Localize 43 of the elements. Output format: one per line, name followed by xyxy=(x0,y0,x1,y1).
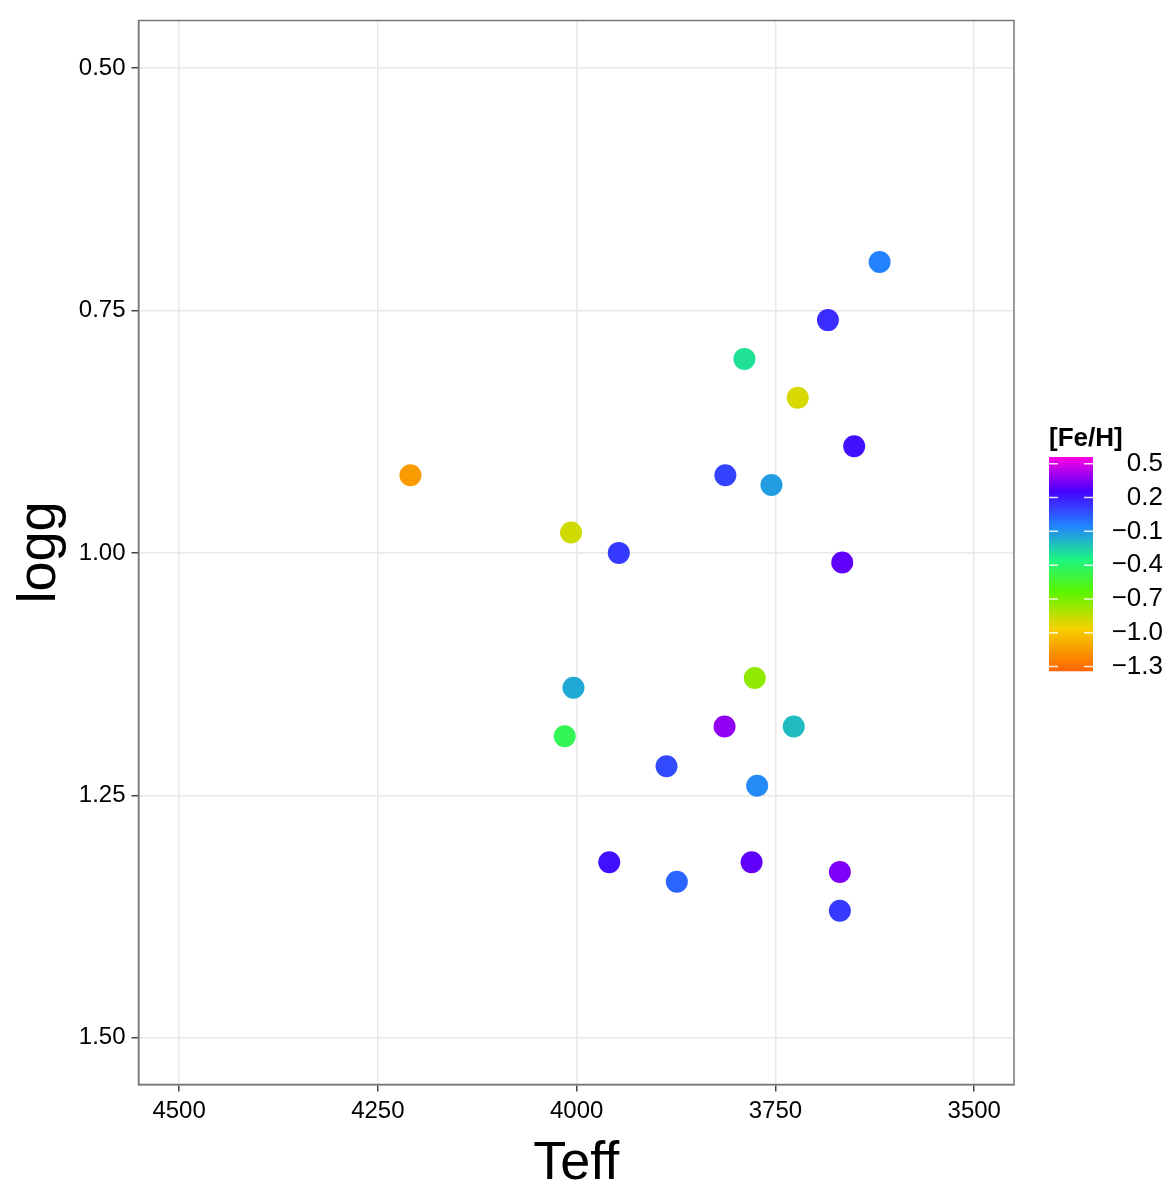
color-bar-label: −0.4 xyxy=(1111,548,1163,579)
point xyxy=(665,870,688,893)
x-tick-label: 3750 xyxy=(748,1096,803,1124)
color-bar-label: 0.5 xyxy=(1126,446,1164,477)
y-tick-label: 1.00 xyxy=(78,537,126,565)
y-tick-label: 0.50 xyxy=(78,52,126,80)
point xyxy=(786,386,809,409)
x-tick-label: 3500 xyxy=(947,1096,1001,1124)
point xyxy=(816,309,839,332)
point xyxy=(399,464,422,487)
color-bar-label: −1.3 xyxy=(1111,649,1163,680)
point xyxy=(831,551,854,574)
y-tick-label: 1.25 xyxy=(78,779,126,807)
x-tick-label: 4000 xyxy=(549,1096,604,1124)
point xyxy=(740,851,763,874)
point xyxy=(553,725,576,748)
color-bar-label: −1.0 xyxy=(1111,615,1163,646)
x-tick-label: 4500 xyxy=(152,1096,206,1124)
point xyxy=(655,755,678,778)
x-tick-label: 4250 xyxy=(351,1096,405,1124)
point xyxy=(843,435,866,458)
color-bar-label: −0.1 xyxy=(1111,514,1163,545)
y-axis-title: logg xyxy=(6,501,67,604)
point xyxy=(828,860,851,883)
point xyxy=(828,899,851,922)
point xyxy=(598,851,621,874)
point xyxy=(714,464,737,487)
point xyxy=(562,676,585,699)
point xyxy=(607,541,630,564)
y-tick-label: 0.75 xyxy=(78,295,126,323)
point xyxy=(743,667,766,689)
point xyxy=(733,347,756,370)
color-bar-label: 0.2 xyxy=(1126,480,1164,511)
point xyxy=(746,774,769,797)
point xyxy=(560,521,583,544)
y-tick-label: 1.50 xyxy=(78,1022,126,1050)
x-axis-title: Teff xyxy=(533,1130,621,1191)
point xyxy=(760,473,783,496)
point xyxy=(713,715,736,738)
color-bar-label: −0.7 xyxy=(1111,582,1163,613)
point xyxy=(782,715,805,738)
color-bar-title: [Fe/H] xyxy=(1049,422,1123,452)
point xyxy=(868,250,891,273)
